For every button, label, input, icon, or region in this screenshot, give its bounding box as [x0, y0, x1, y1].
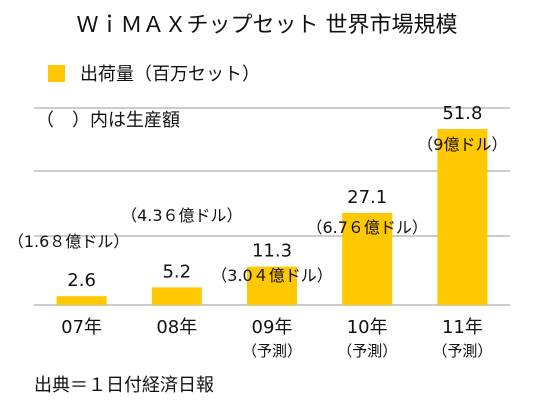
chart-title: ＷｉＭＡＸチップセット 世界市場規模 — [77, 13, 458, 38]
bars — [56, 129, 488, 305]
value-label: 11.3 — [252, 241, 292, 262]
x-tick-label: 07年 — [61, 317, 102, 338]
paren-label: （3.0４億ドル） — [211, 266, 332, 285]
bar — [247, 266, 297, 305]
x-tick-sublabel: （予測） — [432, 342, 492, 360]
bar — [437, 129, 488, 305]
x-tick-label: 11年 — [442, 317, 483, 338]
bar — [342, 212, 393, 305]
value-label: 51.8 — [442, 103, 482, 124]
x-tick-sublabel: （予測） — [242, 342, 302, 360]
paren-label: （6.7６億ドル） — [306, 218, 427, 237]
x-tick-sublabel: （予測） — [337, 342, 397, 360]
source-note: 出典＝１日付経済日報 — [34, 375, 214, 396]
x-tick-label: 09年 — [252, 317, 293, 338]
bar — [56, 296, 107, 305]
value-label: 2.6 — [67, 270, 96, 291]
value-label: 27.1 — [347, 187, 387, 208]
x-axis-labels: 07年 08年 09年 （予測） 10年 （予測） 11年 （予測） — [61, 317, 492, 360]
legend-paren-label: （ ）内は生産額 — [36, 110, 180, 131]
value-label: 5.2 — [162, 261, 191, 282]
data-labels: 2.6 （1.6８億ドル） 5.2 （4.3６億ドル） 11.3 （3.0４億ドル） 27.… — [8, 103, 508, 291]
x-tick-label: 10年 — [347, 317, 388, 338]
paren-label: （4.3６億ドル） — [121, 206, 242, 225]
legend-series-label: 出荷量（百万セット） — [80, 64, 260, 85]
paren-label: （1.6８億ドル） — [8, 232, 129, 251]
bar — [151, 287, 202, 305]
paren-label: （9億ドル） — [417, 135, 507, 154]
x-tick-label: 08年 — [156, 317, 197, 338]
legend-swatch — [48, 65, 65, 82]
